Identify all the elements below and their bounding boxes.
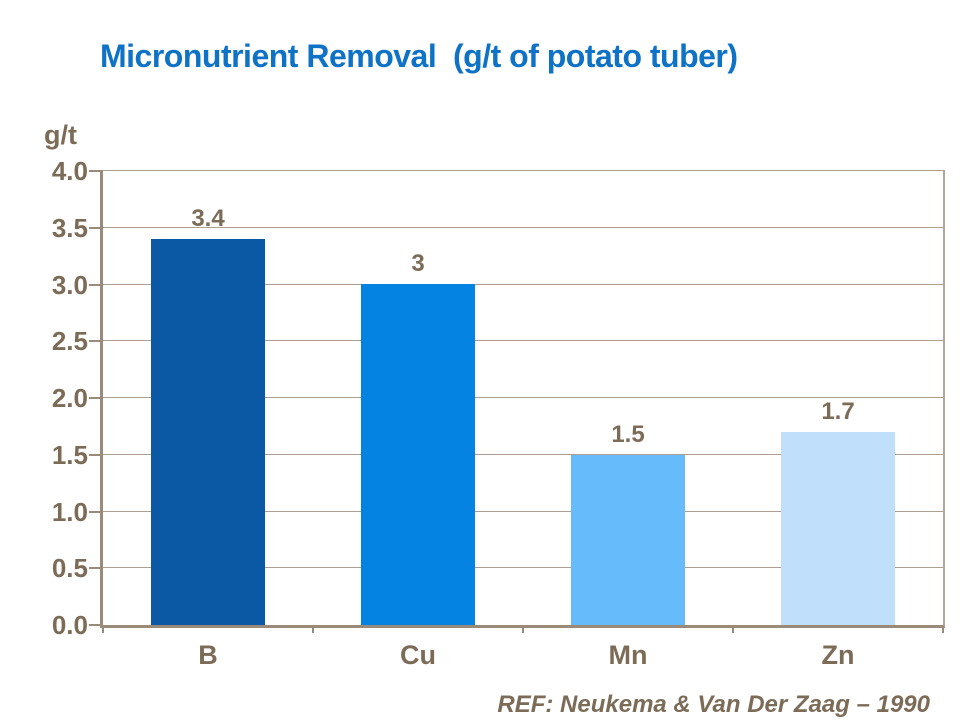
y-tick-mark	[89, 511, 102, 513]
bar-value-label: 3	[411, 250, 425, 277]
bar-Zn	[781, 432, 895, 625]
y-tick-mark	[89, 284, 102, 286]
y-tick-mark	[89, 624, 102, 626]
y-tick-mark	[89, 567, 102, 569]
y-tick-label: 3.0	[51, 270, 88, 300]
bar-B	[151, 239, 265, 625]
bar-Cu	[361, 284, 475, 625]
category-label: Cu	[400, 640, 436, 670]
x-tick-mark	[732, 628, 734, 633]
x-tick-mark	[102, 628, 104, 633]
bar-Mn	[571, 455, 685, 625]
chart-title: Micronutrient Removal (g/t of potato tub…	[100, 38, 738, 74]
y-tick-mark	[89, 227, 102, 229]
y-tick-mark	[89, 170, 102, 172]
gridline	[103, 511, 943, 512]
y-axis-unit-label: g/t	[44, 120, 77, 150]
y-tick-label: 1.5	[51, 440, 88, 470]
gridline	[103, 340, 943, 341]
category-label: Zn	[821, 640, 855, 670]
bar-value-label: 1.5	[611, 421, 645, 448]
y-tick-label: 0.0	[51, 610, 88, 640]
gridline	[103, 227, 943, 228]
y-tick-label: 0.5	[51, 553, 88, 583]
bar-value-label: 1.7	[821, 398, 855, 425]
category-label: Mn	[608, 640, 648, 670]
bar-value-label: 3.4	[191, 205, 225, 232]
category-label: B	[198, 640, 218, 670]
gridline	[103, 284, 943, 285]
y-tick-mark	[89, 397, 102, 399]
gridline	[103, 397, 943, 398]
y-tick-label: 4.0	[51, 156, 88, 186]
plot-area	[100, 170, 945, 628]
x-tick-mark	[522, 628, 524, 633]
y-tick-mark	[89, 454, 102, 456]
x-tick-mark	[942, 628, 944, 633]
gridline	[103, 454, 943, 455]
y-tick-label: 3.5	[51, 213, 88, 243]
y-tick-mark	[89, 340, 102, 342]
gridline	[103, 567, 943, 568]
y-tick-label: 2.0	[51, 383, 88, 413]
y-tick-label: 1.0	[51, 497, 88, 527]
reference-citation: REF: Neukema & Van Der Zaag – 1990	[497, 691, 930, 718]
x-tick-mark	[312, 628, 314, 633]
y-tick-label: 2.5	[51, 326, 88, 356]
